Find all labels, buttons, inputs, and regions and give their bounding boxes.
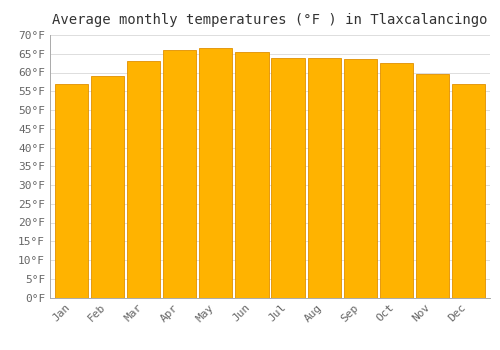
Bar — [200, 48, 232, 298]
Bar — [127, 61, 160, 298]
Bar — [308, 57, 340, 298]
Bar — [163, 50, 196, 298]
Bar — [380, 63, 413, 298]
Bar — [452, 84, 485, 298]
Title: Average monthly temperatures (°F ) in Tlaxcalancingo: Average monthly temperatures (°F ) in Tl… — [52, 13, 488, 27]
Bar — [344, 60, 377, 298]
Bar — [55, 84, 88, 298]
Bar — [416, 75, 449, 298]
Bar — [272, 57, 304, 298]
Bar — [236, 52, 268, 298]
Bar — [91, 76, 124, 298]
